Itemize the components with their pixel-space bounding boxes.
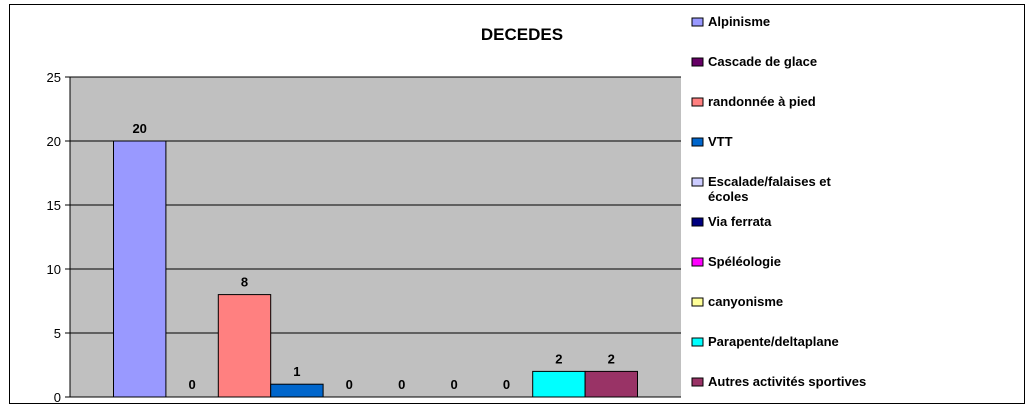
legend-swatch: [691, 297, 704, 307]
legend-swatch: [691, 377, 704, 387]
plot-area: [70, 77, 681, 397]
legend-label: Autres activités sportives: [708, 374, 866, 389]
y-tick-label: 5: [54, 326, 61, 341]
data-labels: 20 0 8 1 0 0 0 0 2 2: [132, 121, 614, 392]
y-tick-label: 0: [54, 390, 61, 405]
legend-swatch: [691, 257, 704, 267]
data-label: 8: [241, 275, 248, 290]
y-tick-label: 15: [47, 198, 61, 213]
legend-swatch: [691, 337, 704, 347]
data-label: 0: [398, 377, 405, 392]
legend-label: canyonisme: [708, 294, 783, 309]
bar: [113, 140, 167, 398]
data-label: 0: [188, 377, 195, 392]
data-label: 0: [450, 377, 457, 392]
data-label: 0: [503, 377, 510, 392]
legend-label: Cascade de glace: [708, 54, 817, 69]
legend-label: Via ferrata: [708, 214, 772, 229]
data-label: 2: [608, 351, 615, 366]
chart-title: DECEDES: [481, 25, 563, 44]
y-tick-label: 25: [47, 70, 61, 85]
bar: [217, 294, 272, 398]
data-label: 1: [293, 364, 300, 379]
legend-label: Spéléologie: [708, 254, 781, 269]
legend-label: Alpinisme: [708, 14, 770, 29]
bars: [113, 140, 638, 398]
data-label: 2: [555, 351, 562, 366]
legend-swatch: [691, 217, 704, 227]
legend: Alpinisme Cascade de glace randonnée à pie…: [691, 14, 866, 389]
legend-swatch: [691, 57, 704, 67]
legend-label: VTT: [708, 134, 733, 149]
y-tick-label: 20: [47, 134, 61, 149]
legend-label: Escalade/falaises et écoles: [708, 174, 832, 204]
bar: [584, 370, 638, 398]
gridlines: [70, 76, 681, 334]
bar: [270, 383, 324, 398]
legend-label: randonnée à pied: [708, 94, 816, 109]
legend-swatch: [691, 137, 704, 147]
y-tick-label: 10: [47, 262, 61, 277]
chart-frame: DECEDES 0 5 10 15 20 25 20 0 8 1 0 0 0 0 2 2 Alpinisme…: [9, 4, 1025, 405]
data-label: 0: [346, 377, 353, 392]
bar: [532, 370, 586, 398]
legend-swatch: [691, 177, 704, 187]
legend-swatch: [691, 97, 704, 107]
legend-label: Parapente/deltaplane: [708, 334, 839, 349]
data-label: 20: [132, 121, 146, 136]
legend-swatch: [691, 17, 704, 27]
